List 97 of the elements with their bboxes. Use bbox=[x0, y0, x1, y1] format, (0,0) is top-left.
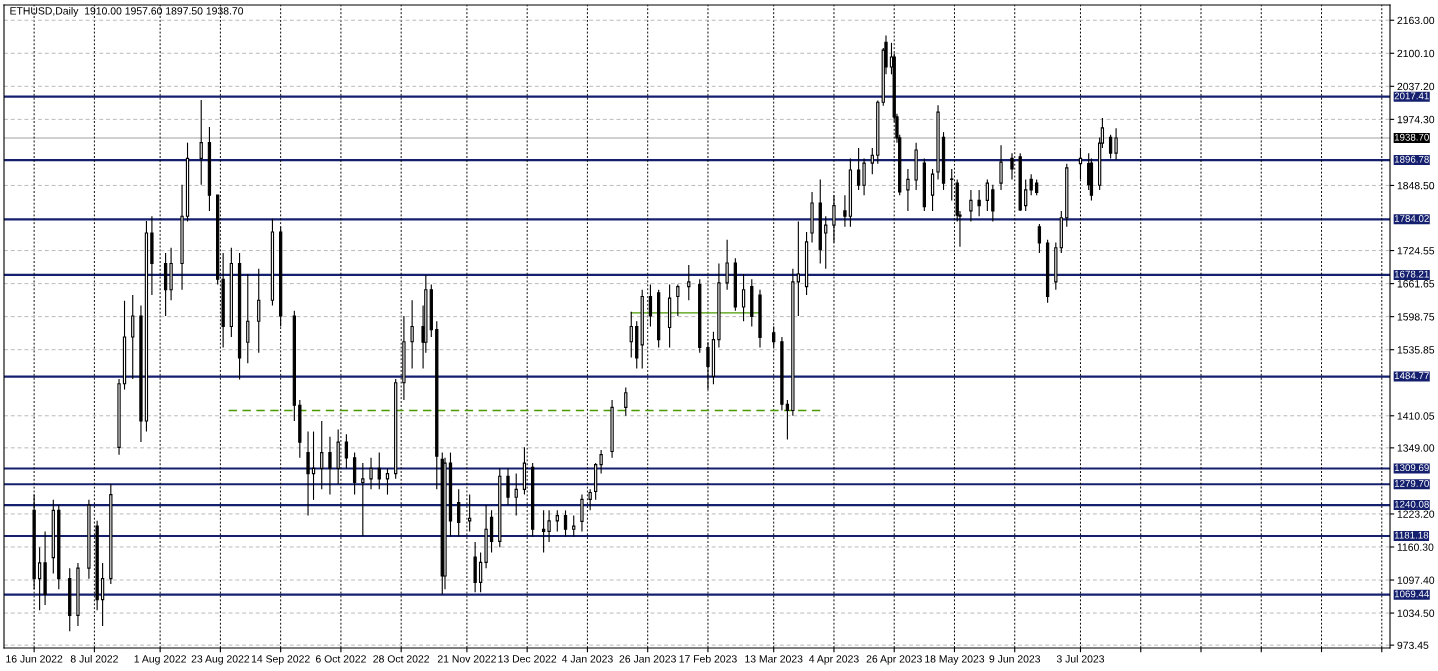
candlestick bbox=[547, 509, 551, 543]
y-tick-label: 973.45 bbox=[1397, 641, 1429, 650]
candlestick bbox=[991, 184, 995, 222]
candlestick bbox=[599, 449, 603, 475]
ref-line-label: 1240.08 bbox=[1394, 500, 1429, 508]
candlestick bbox=[514, 473, 518, 517]
candlestick bbox=[629, 311, 633, 359]
x-tick-label: 26 Jan 2023 bbox=[619, 655, 676, 663]
ref-line-label: 1484.77 bbox=[1394, 372, 1429, 380]
candlestick bbox=[870, 147, 874, 175]
candlestick bbox=[506, 467, 510, 506]
y-tick-label: 1598.75 bbox=[1397, 313, 1435, 321]
y-tick-label: 1724.55 bbox=[1397, 247, 1435, 255]
candlestick bbox=[824, 215, 828, 270]
y-tick-label: 1848.50 bbox=[1397, 181, 1435, 190]
ref-line-label: 1784.02 bbox=[1394, 215, 1429, 222]
y-tick-label: 1535.85 bbox=[1397, 346, 1435, 354]
ref-line-label: 1938.70 bbox=[1394, 133, 1429, 141]
x-tick-label: 23 Aug 2022 bbox=[191, 655, 250, 665]
candlestick bbox=[257, 268, 261, 354]
candlestick bbox=[246, 273, 250, 364]
candlestick bbox=[131, 294, 135, 380]
y-tick-label: 2037.20 bbox=[1397, 82, 1435, 91]
candlestick bbox=[977, 189, 981, 217]
y-tick-label: 1097.40 bbox=[1397, 576, 1435, 584]
candlestick bbox=[796, 220, 800, 317]
candlestick bbox=[320, 420, 324, 490]
ref-line-label: 1896.78 bbox=[1394, 155, 1429, 163]
candlestick bbox=[1108, 134, 1113, 159]
candlestick bbox=[1024, 178, 1028, 212]
candlestick bbox=[457, 488, 461, 538]
candlestick bbox=[580, 494, 584, 532]
candlestick bbox=[725, 239, 729, 291]
y-tick-label: 2163.00 bbox=[1397, 16, 1435, 25]
x-tick-label: 1 Aug 2022 bbox=[134, 655, 186, 665]
candlestick bbox=[369, 457, 373, 490]
candlestick bbox=[328, 436, 332, 496]
ref-line-label: 2017.41 bbox=[1394, 92, 1429, 100]
y-tick-label: 1034.50 bbox=[1397, 609, 1435, 617]
x-tick-label: 14 Sep 2022 bbox=[251, 655, 310, 665]
candlestick bbox=[930, 168, 935, 212]
y-tick-label: 2100.10 bbox=[1397, 49, 1435, 58]
x-tick-label: 28 Oct 2022 bbox=[373, 655, 430, 663]
candlestick bbox=[1029, 173, 1033, 196]
y-tick-label: 1223.20 bbox=[1397, 510, 1435, 518]
ref-line-label: 1181.18 bbox=[1394, 531, 1429, 539]
x-tick-label: 4 Apr 2023 bbox=[809, 655, 859, 665]
candlestick bbox=[843, 194, 847, 228]
x-tick-label: 4 Jan 2023 bbox=[561, 655, 613, 663]
candlestick bbox=[906, 168, 910, 212]
candlestick bbox=[100, 562, 105, 627]
candlestick bbox=[856, 147, 861, 191]
candlestick bbox=[687, 264, 691, 301]
candlestick bbox=[999, 144, 1003, 191]
ref-line-label: 1309.69 bbox=[1394, 464, 1429, 472]
candlestick bbox=[37, 546, 42, 611]
candlestick bbox=[624, 386, 628, 417]
candlestick bbox=[572, 515, 576, 538]
candlestick bbox=[306, 431, 310, 517]
x-tick-label: 17 Feb 2023 bbox=[679, 654, 737, 663]
x-tick-label: 18 May 2023 bbox=[925, 655, 985, 665]
candlestick bbox=[1037, 223, 1042, 254]
x-tick-label: 13 Dec 2022 bbox=[498, 655, 557, 663]
chart-title: ETHUSD,Daily 1910.00 1957.60 1897.50 1938.70 bbox=[10, 6, 244, 17]
candlestick bbox=[199, 99, 203, 186]
x-tick-label: 9 Jun 2023 bbox=[989, 655, 1041, 663]
candlestick bbox=[344, 433, 349, 469]
x-tick-label: 26 Apr 2023 bbox=[866, 655, 922, 665]
candlestick bbox=[862, 157, 866, 196]
y-tick-label: 1661.65 bbox=[1397, 280, 1435, 288]
candlestick bbox=[985, 178, 989, 212]
y-tick-label: 1410.05 bbox=[1397, 412, 1435, 420]
x-tick-label: 13 Mar 2023 bbox=[745, 655, 803, 663]
ref-line-label: 1069.44 bbox=[1394, 590, 1430, 598]
ref-line-label: 1279.70 bbox=[1394, 479, 1429, 487]
x-tick-label: 8 Jul 2022 bbox=[70, 654, 118, 663]
y-tick-label: 1349.00 bbox=[1397, 444, 1435, 452]
candlestick bbox=[676, 283, 680, 317]
ref-line-label: 1678.21 bbox=[1394, 270, 1429, 278]
candlestick bbox=[741, 273, 746, 322]
x-tick-label: 6 Oct 2022 bbox=[315, 655, 366, 663]
candlestick bbox=[385, 467, 390, 496]
candlestick bbox=[410, 299, 414, 370]
candlestick bbox=[478, 551, 483, 593]
x-tick-label: 3 Jul 2023 bbox=[1056, 654, 1105, 663]
candlestick bbox=[311, 431, 316, 501]
candlestick bbox=[785, 399, 790, 441]
y-tick-label: 1160.30 bbox=[1397, 543, 1434, 551]
candlestick bbox=[541, 509, 546, 553]
candlestick bbox=[969, 189, 973, 222]
candlestick bbox=[1114, 127, 1118, 161]
candlestick bbox=[563, 509, 568, 538]
x-tick-label: 16 Jun 2022 bbox=[6, 655, 63, 663]
y-tick-label: 1974.30 bbox=[1397, 115, 1435, 124]
candlestick bbox=[361, 462, 365, 537]
x-tick-label: 21 Nov 2022 bbox=[437, 655, 496, 663]
candlestick bbox=[555, 509, 559, 532]
